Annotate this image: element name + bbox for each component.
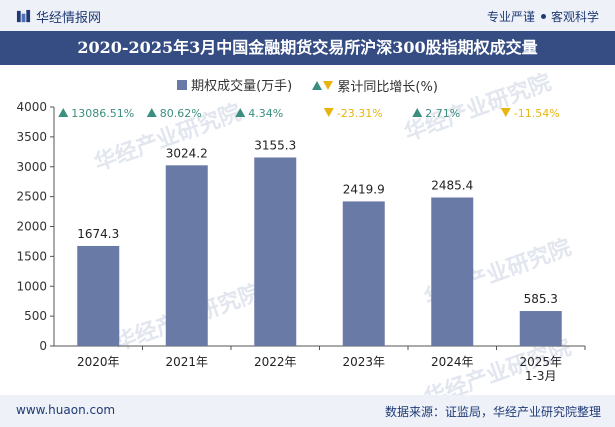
growth-down-triangle-icon — [323, 108, 334, 117]
x-tick-label: 2025年 — [519, 355, 562, 369]
top-banner: 华经情报网 专业严谨 客观科学 — [0, 0, 615, 31]
data-label: 2485.4 — [431, 178, 473, 192]
growth-label: 80.62% — [160, 107, 202, 120]
data-label: 3024.2 — [166, 146, 208, 160]
growth-up-triangle-icon — [235, 108, 246, 117]
data-label: 1674.3 — [77, 227, 119, 241]
tagline: 专业严谨 客观科学 — [487, 8, 599, 25]
growth-label: 2.71% — [425, 107, 460, 120]
x-tick-label: 2023年 — [342, 355, 385, 369]
y-tick-label: 1000 — [16, 279, 47, 293]
bar — [254, 157, 297, 346]
bar — [77, 245, 120, 346]
growth-label: 4.34% — [248, 107, 283, 120]
y-tick-label: 0 — [39, 339, 47, 353]
y-tick-label: 500 — [24, 309, 47, 323]
y-tick-label: 2500 — [16, 190, 47, 204]
bar — [342, 201, 385, 346]
data-label: 2419.9 — [343, 182, 385, 196]
x-tick-label: 2024年 — [431, 355, 474, 369]
legend-up-triangle-icon — [312, 80, 323, 90]
tagline-left: 专业严谨 — [486, 10, 535, 24]
bar-chart: 0 500 1000 1500 2000 2500 3000 3500 4000 1674.3 20… — [16, 100, 586, 383]
brand-name: 华经情报网 — [36, 11, 102, 26]
bar — [165, 165, 208, 346]
bar — [519, 311, 562, 346]
tagline-right: 客观科学 — [550, 10, 599, 24]
growth-up-triangle-icon — [412, 108, 423, 117]
x-tick-label: 2021年 — [165, 355, 208, 369]
legend-label-volume: 期权成交量(万手) — [191, 79, 293, 94]
footer-source: 数据来源：证监局，华经产业研究院整理 — [384, 405, 601, 419]
data-label: 585.3 — [524, 292, 558, 306]
y-tick-label: 3500 — [16, 130, 47, 144]
chart-title: 2020-2025年3月中国金融期货交易所沪深300股指期权成交量 — [0, 31, 615, 65]
bar — [431, 197, 474, 346]
legend-down-triangle-icon — [323, 80, 334, 90]
growth-up-triangle-icon — [146, 108, 157, 117]
x-tick-label: 2020年 — [77, 355, 120, 369]
y-tick-label: 1500 — [16, 249, 47, 263]
x-tick-label: 2022年 — [254, 355, 297, 369]
footer-url[interactable]: www.huaon.com — [16, 403, 116, 417]
growth-label: -11.54% — [514, 107, 560, 120]
data-label: 3155.3 — [254, 138, 296, 152]
y-tick-label: 2000 — [16, 220, 47, 234]
y-tick-label: 4000 — [16, 100, 47, 114]
legend-label-growth: 累计同比增长(%) — [337, 79, 438, 95]
legend-item-volume: 期权成交量(万手) — [177, 75, 292, 94]
growth-down-triangle-icon — [500, 108, 511, 117]
growth-up-triangle-icon — [58, 108, 69, 117]
legend-item-growth: 累计同比增长(%) — [312, 76, 438, 95]
growth-label: -23.31% — [337, 107, 383, 120]
legend-bar-swatch-icon — [177, 79, 188, 90]
separator-dot-icon — [540, 14, 546, 19]
brand[interactable]: 华经情报网 — [16, 7, 101, 26]
chart-legend: 期权成交量(万手) 累计同比增长(%) — [0, 75, 615, 95]
brand-logo-icon — [16, 9, 31, 23]
footer: www.huaon.com 数据来源：证监局，华经产业研究院整理 — [0, 395, 615, 427]
x-tick-label: 1-3月 — [525, 369, 557, 383]
growth-label: 13086.51% — [71, 107, 134, 120]
y-tick-label: 3000 — [16, 160, 47, 174]
